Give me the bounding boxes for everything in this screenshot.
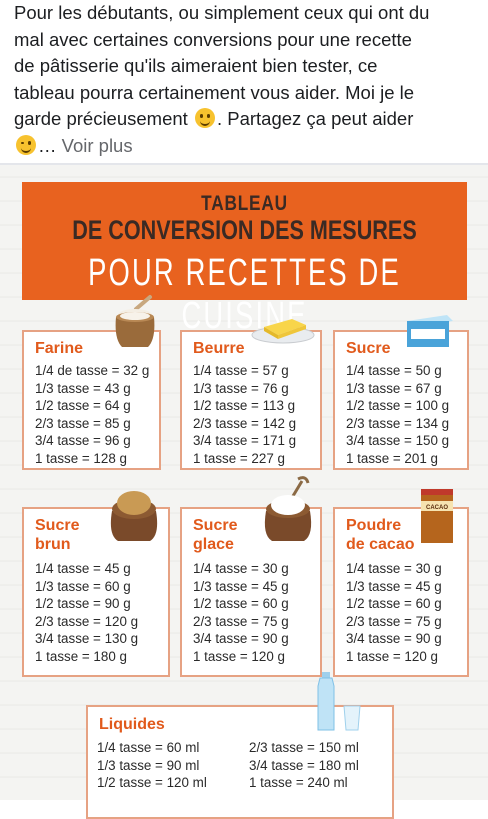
conversion-row: 1/3 tasse = 90 ml: [97, 757, 200, 773]
conversion-row: 1 tasse = 227 g: [193, 450, 285, 466]
conversion-row: 1 tasse = 201 g: [346, 450, 438, 466]
see-more-link[interactable]: Voir plus: [61, 134, 133, 156]
card-poudre-de-cacao: Poudre de cacao 1/4 tasse = 30 g 1/3 tas…: [333, 507, 469, 677]
card-title-line: Poudre: [346, 517, 402, 534]
post-line: tableau pourra certainement vous aider. …: [14, 81, 415, 103]
conversion-row: 3/4 tasse = 130 g: [35, 631, 139, 647]
conversion-row: 3/4 tasse = 90 g: [346, 631, 442, 647]
conversion-row: 2/3 tasse = 75 g: [193, 613, 289, 629]
conversion-row: 1/4 tasse = 57 g: [193, 363, 289, 378]
conversion-row: 1 tasse = 120 g: [346, 648, 438, 664]
card-title: Liquides: [99, 716, 165, 733]
card-rows: 1/4 de tasse = 32 g 1/3 tasse = 43 g 1/2…: [35, 362, 149, 468]
conversion-row: 1/2 tasse = 113 g: [193, 398, 296, 414]
liquides-column-2: 2/3 tasse = 150 ml 3/4 tasse = 180 ml 1 …: [249, 739, 359, 792]
conversion-row: 2/3 tasse = 150 ml: [249, 740, 359, 755]
butter-dish-icon: [251, 319, 315, 344]
powdered-sugar-sack-icon: [264, 476, 312, 541]
card-title-line: Sucre: [35, 517, 80, 534]
conversion-row: 1/2 tasse = 60 g: [346, 596, 442, 612]
conversion-row: 2/3 tasse = 120 g: [35, 613, 139, 629]
conversion-row: 1/2 tasse = 120 ml: [97, 775, 207, 791]
conversion-row: 1/3 tasse = 76 g: [193, 380, 289, 396]
card-farine: Farine 1/4 de tasse = 32 g 1/3 tasse = 4…: [22, 330, 161, 470]
conversion-row: 3/4 tasse = 180 ml: [249, 757, 359, 773]
card-rows: 1/4 tasse = 57 g 1/3 tasse = 76 g 1/2 ta…: [193, 362, 296, 468]
conversion-row: 1/4 tasse = 60 ml: [97, 740, 200, 755]
conversion-row: 1/2 tasse = 100 g: [346, 398, 450, 414]
banner-title-line1: TABLEAU: [201, 192, 288, 215]
conversion-row: 1/4 tasse = 45 g: [35, 561, 131, 576]
post-line: … Voir plus: [14, 133, 480, 160]
conversion-row: 2/3 tasse = 85 g: [35, 415, 131, 431]
post-line: de pâtisserie qu'ils aimeraient bien tes…: [14, 55, 378, 76]
conversion-row: 1/3 tasse = 45 g: [193, 578, 289, 594]
card-title-line: Sucre: [193, 517, 238, 534]
conversion-row: 3/4 tasse = 171 g: [193, 433, 297, 449]
sugar-box-icon: [407, 315, 453, 347]
post-line: Pour les débutants, ou simplement ceux q…: [14, 2, 430, 23]
conversion-row: 1 tasse = 180 g: [35, 648, 127, 664]
smiling-face-icon: [194, 108, 215, 128]
card-title: Beurre: [193, 340, 245, 357]
card-title: Sucre glace: [193, 516, 237, 554]
brown-sugar-sack-icon: [110, 491, 158, 541]
conversion-chart-image[interactable]: TABLEAU DE CONVERSION DES MESURES POUR R…: [0, 165, 488, 819]
conversion-row: 1/4 de tasse = 32 g: [35, 363, 150, 378]
card-title: Sucre: [346, 340, 391, 357]
conversion-row: 3/4 tasse = 90 g: [193, 631, 289, 647]
conversion-row: 2/3 tasse = 75 g: [346, 613, 442, 629]
post-text-segment: garde précieusement: [14, 108, 188, 129]
card-rows: 1/4 tasse = 30 g 1/3 tasse = 45 g 1/2 ta…: [193, 560, 289, 666]
divider: [0, 163, 488, 165]
cacao-box-icon: CACAO: [421, 489, 453, 543]
conversion-row: 1 tasse = 240 ml: [249, 775, 348, 791]
winking-face-icon: [16, 134, 36, 155]
card-title-line: glace: [193, 536, 234, 553]
ellipsis: …: [38, 134, 62, 156]
card-rows: 1/4 tasse = 30 g 1/3 tasse = 45 g 1/2 ta…: [346, 560, 442, 666]
conversion-row: 1/3 tasse = 60 g: [35, 578, 131, 594]
card-title: Poudre de cacao: [346, 516, 414, 554]
conversion-row: 3/4 tasse = 150 g: [346, 433, 450, 449]
card-title-line: brun: [35, 536, 71, 553]
conversion-row: 2/3 tasse = 134 g: [346, 415, 450, 431]
card-rows: 1/4 tasse = 45 g 1/3 tasse = 60 g 1/2 ta…: [35, 560, 138, 666]
conversion-row: 1 tasse = 128 g: [35, 450, 127, 466]
conversion-row: 1/3 tasse = 67 g: [346, 380, 442, 396]
conversion-row: 1 tasse = 120 g: [193, 648, 285, 664]
conversion-row: 1/2 tasse = 64 g: [35, 398, 131, 414]
card-rows: 1/4 tasse = 50 g 1/3 tasse = 67 g 1/2 ta…: [346, 362, 449, 468]
liquides-column-1: 1/4 tasse = 60 ml 1/3 tasse = 90 ml 1/2 …: [97, 739, 207, 792]
card-title-line: de cacao: [346, 536, 415, 553]
card-sucre: Sucre 1/4 tasse = 50 g 1/3 tasse = 67 g …: [333, 330, 469, 470]
banner-title-line2: DE CONVERSION DES MESURES: [72, 215, 417, 245]
conversion-row: 1/4 tasse = 30 g: [193, 561, 289, 576]
conversion-row: 1/3 tasse = 45 g: [346, 578, 442, 594]
conversion-row: 1/2 tasse = 60 g: [193, 596, 289, 612]
water-bottle-glass-icon: [317, 672, 361, 731]
card-title: Farine: [35, 340, 84, 357]
conversion-row: 2/3 tasse = 142 g: [193, 415, 297, 431]
post-line: garde précieusement . Partagez ça peut a…: [14, 106, 480, 133]
conversion-row: 1/4 tasse = 50 g: [346, 363, 442, 378]
flour-sack-icon: [115, 295, 155, 347]
conversion-row: 1/3 tasse = 43 g: [35, 380, 131, 396]
post-line: mal avec certaines conversions pour une …: [14, 28, 412, 50]
cacao-box-label: CACAO: [426, 505, 448, 511]
card-beurre: Beurre 1/4 tasse = 57 g 1/3 tasse = 76 g…: [180, 330, 322, 470]
conversion-row: 1/2 tasse = 90 g: [35, 596, 131, 612]
conversion-row: 1/4 tasse = 30 g: [346, 561, 442, 576]
poster-banner: TABLEAU DE CONVERSION DES MESURES POUR R…: [22, 182, 467, 337]
post-text-segment: . Partagez ça peut aider: [216, 108, 414, 129]
card-title: Sucre brun: [35, 516, 79, 554]
post-text: Pour les débutants, ou simplement ceux q…: [14, 0, 480, 159]
conversion-row: 3/4 tasse = 96 g: [35, 433, 131, 449]
